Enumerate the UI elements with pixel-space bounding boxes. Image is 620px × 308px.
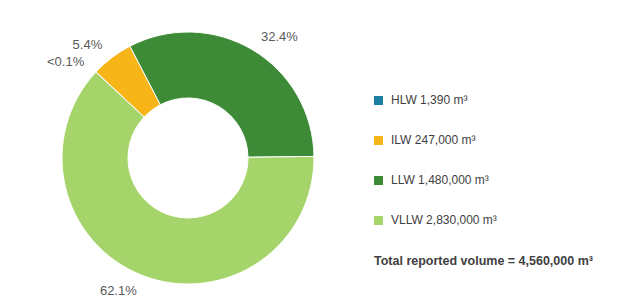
html-text:Total reported volume = 4,560,: Total reported volume = 4,560,000 m³ — [374, 254, 593, 268]
svg-text:62.1%: 62.1% — [100, 283, 137, 298]
svg-text:<0.1%: <0.1% — [47, 54, 85, 69]
html-text:HLW 1,390 m³: HLW 1,390 m³ — [391, 93, 468, 107]
html-text:LLW 1,480,000 m³: LLW 1,480,000 m³ — [391, 173, 489, 187]
html-text:ILW 247,000 m³: ILW 247,000 m³ — [391, 133, 476, 147]
svg-text:5.4%: 5.4% — [73, 37, 103, 52]
html-text:VLLW 2,830,000 m³: VLLW 2,830,000 m³ — [391, 213, 497, 227]
svg-text:32.4%: 32.4% — [261, 29, 298, 44]
